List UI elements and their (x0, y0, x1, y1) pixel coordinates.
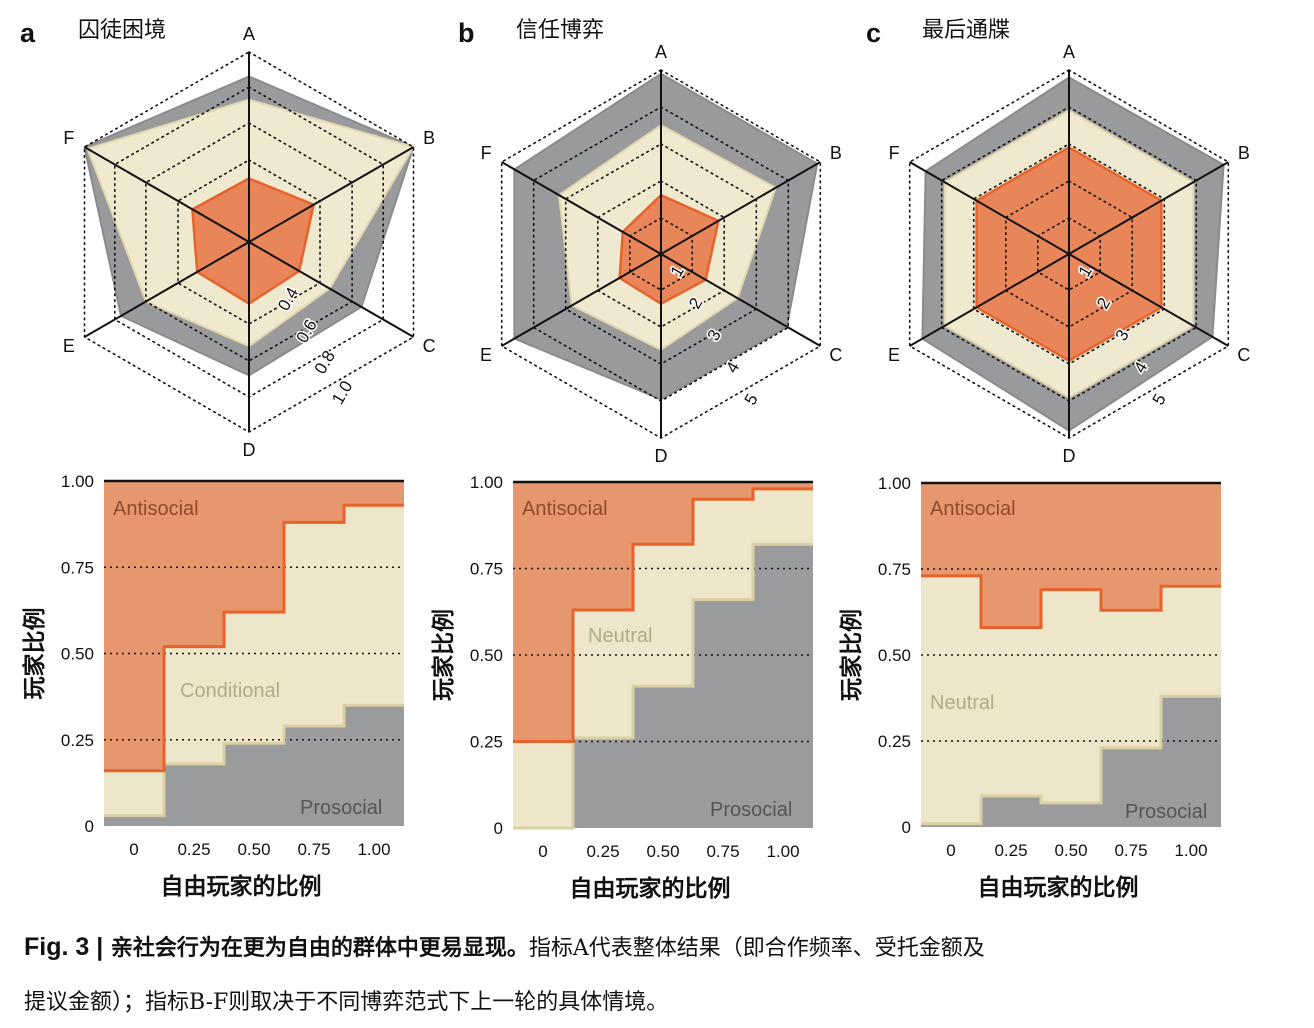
area-c-x-tick: 0.25 (994, 841, 1027, 860)
area-b-x-tick: 0.25 (586, 842, 619, 861)
area-a-y-tick: 0.25 (61, 731, 94, 750)
radar-c-scale-label: 5 (1149, 391, 1170, 409)
area-c-y-tick: 0.25 (878, 732, 911, 751)
area-c-series-label-prosocial: Prosocial (1125, 801, 1207, 823)
caption-line-2: 提议金额）；指标B-F则取决于不同博弈范式下上一轮的具体情境。 (24, 984, 668, 1016)
panel-letter-c: c (866, 18, 882, 48)
area-b-x-tick: 0 (538, 842, 547, 861)
area-c-x-axis-title: 自由玩家的比例 (978, 874, 1139, 901)
radar-a-axis-label-A: A (243, 24, 255, 44)
area-c-series-label-neutral: Neutral (930, 692, 994, 714)
area-b-series-label-neutral: Neutral (588, 625, 652, 647)
area-b-prosocial-boundary (513, 542, 813, 830)
panel-title-c: 最后通牒 (922, 18, 1011, 43)
radar-c-axis-label-B: B (1238, 143, 1250, 163)
area-c-y-tick: 0.75 (878, 560, 911, 579)
area-b-antisocial-boundary (513, 487, 813, 743)
radar-a-axis-line-3 (83, 146, 415, 338)
radar-a-axis-label-C: C (423, 336, 436, 356)
radar-b-scale-label: 4 (722, 359, 743, 377)
radar-b-axis-label-A: A (655, 42, 667, 62)
figure-label: Fig. 3 | (24, 933, 104, 961)
area-b-x-tick: 0.75 (706, 842, 739, 861)
area-a-series-label-conditional: Conditional (180, 680, 280, 702)
area-c-x-tick: 0.75 (1114, 841, 1147, 860)
area-a-x-tick: 0 (129, 840, 138, 859)
area-a-series-label-antisocial: Antisocial (113, 498, 199, 520)
area-a-y-tick: 1.00 (61, 472, 94, 491)
area-a-x-tick: 0.25 (177, 840, 210, 859)
radar-c-axis-label-C: C (1237, 345, 1250, 365)
caption-text-2: 提议金额）；指标B-F则取决于不同博弈范式下上一轮的具体情境。 (24, 990, 669, 1015)
area-b-series-label-prosocial: Prosocial (710, 799, 792, 821)
radar-a-axis-label-D: D (243, 440, 256, 460)
area-a-series-label-prosocial: Prosocial (300, 797, 382, 819)
area-b-x-tick: 0.50 (646, 842, 679, 861)
area-b-x-tick: 1.00 (766, 842, 799, 861)
area-b-y-tick: 0.25 (470, 733, 503, 752)
panel-title-a: 囚徒困境 (78, 18, 167, 43)
area-c-series-label-antisocial: Antisocial (930, 498, 1016, 520)
panel-letter-b: b (458, 18, 475, 48)
radar-c-axis-label-E: E (888, 345, 900, 365)
area-a-y-tick: 0 (85, 817, 94, 836)
radar-a-axis-label-E: E (63, 336, 75, 356)
panel-letter-a: a (20, 18, 36, 48)
area-c-x-tick: 0.50 (1054, 841, 1087, 860)
area-chart-c: 0 0.25 0.50 0.75 1.00 0 0.25 0.50 0.75 1.00 自由玩家的比… (838, 474, 1221, 901)
area-c-y-tick: 0.50 (878, 646, 911, 665)
area-c-prosocial-band (921, 696, 1221, 827)
area-a-x-axis-title: 自由玩家的比例 (161, 873, 322, 900)
caption-text-1: 指标A代表整体结果（即合作频率、受托金额及 (528, 936, 985, 961)
area-chart-b: 0 0.25 0.50 0.75 1.00 0 0.25 0.50 0.75 1.00 自由玩家的比… (430, 473, 813, 902)
radar-b-axis-label-B: B (830, 143, 842, 163)
radar-c-axis-label-F: F (889, 143, 900, 163)
area-b-y-tick: 0.50 (470, 646, 503, 665)
radar-a-scale-label: 0.8 (311, 347, 339, 377)
radar-b-axis-label-F: F (481, 143, 492, 163)
area-a-y-tick: 0.75 (61, 558, 94, 577)
radar-a-axis-label-F: F (63, 128, 74, 148)
radar-b-axis-label-D: D (655, 446, 668, 466)
radar-b-axis-line-3 (501, 161, 821, 347)
area-c-x-tick: 1.00 (1174, 841, 1207, 860)
caption-line-1: Fig. 3 | 亲社会行为在更为自由的群体中更易显现。指标A代表整体结果（即合… (24, 930, 985, 962)
radar-b-scale-label: 5 (741, 391, 762, 409)
area-c-prosocial-boundary (921, 694, 1221, 826)
radar-a-scale-label: 1.0 (328, 378, 356, 408)
area-b-y-tick: 0.75 (470, 560, 503, 579)
area-c-y-tick: 1.00 (878, 474, 911, 493)
radar-c-axis-label-D: D (1063, 446, 1076, 466)
area-a-y-axis-title: 玩家比例 (21, 608, 48, 700)
figure-canvas: ABCDEF0.40.60.81.0ABCDEF12345ABCDEF12345… (21, 24, 1250, 902)
radar-b-axis-label-E: E (480, 345, 492, 365)
area-a-x-tick: 1.00 (357, 840, 390, 859)
caption-bold-text: 亲社会行为在更为自由的群体中更易显现。 (103, 935, 529, 961)
area-b-y-tick: 0 (494, 819, 503, 838)
area-b-y-axis-title: 玩家比例 (430, 609, 457, 701)
area-a-antisocial-boundary (104, 503, 404, 773)
area-a-y-tick: 0.50 (61, 645, 94, 664)
area-c-antisocial-boundary (921, 574, 1221, 629)
area-a-x-tick: 0.50 (237, 840, 270, 859)
area-a-prosocial-band (104, 705, 404, 826)
area-c-y-axis-title: 玩家比例 (838, 609, 865, 701)
area-c-y-tick: 0 (902, 818, 911, 837)
area-chart-a: 0 0.25 0.50 0.75 1.00 0 0.25 0.50 0.75 1.00 自由玩家的比… (21, 472, 404, 900)
radar-c-axis-label-A: A (1063, 42, 1075, 62)
area-a-prosocial-boundary (104, 703, 404, 818)
radar-c-axis-line-3 (909, 161, 1229, 347)
area-b-series-label-antisocial: Antisocial (522, 498, 608, 520)
area-a-x-tick: 0.75 (297, 840, 330, 859)
area-b-x-axis-title: 自由玩家的比例 (570, 875, 731, 902)
area-c-x-tick: 0 (946, 841, 955, 860)
radar-a-axis-label-B: B (423, 128, 435, 148)
panel-title-b: 信任博弈 (516, 18, 605, 43)
area-b-y-tick: 1.00 (470, 473, 503, 492)
radar-b-axis-label-C: C (829, 345, 842, 365)
